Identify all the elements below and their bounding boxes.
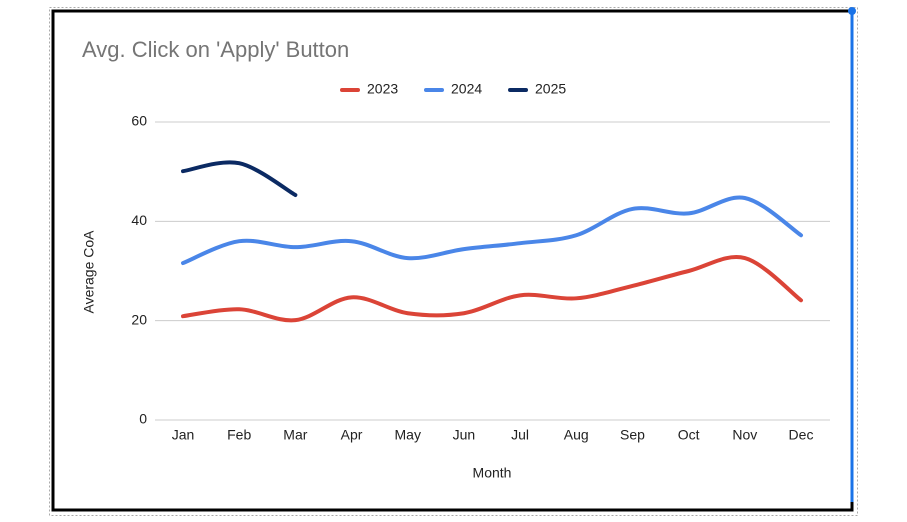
legend-label: 2024 <box>451 81 482 97</box>
x-tick-label: Apr <box>341 427 363 443</box>
legend-label: 2023 <box>367 81 398 97</box>
x-tick-label: Jan <box>172 427 195 443</box>
series-line <box>181 160 298 198</box>
x-tick-label: Feb <box>227 427 251 443</box>
y-tick-label: 60 <box>131 113 147 129</box>
y-tick-label: 0 <box>139 411 147 427</box>
legend-label: 2025 <box>535 81 566 97</box>
y-tick-label: 20 <box>131 311 147 327</box>
x-tick-label: Aug <box>564 427 589 443</box>
y-tick-label: 40 <box>131 212 147 228</box>
x-tick-label: Nov <box>732 427 757 443</box>
x-tick-label: Mar <box>283 427 307 443</box>
x-axis-label: Month <box>473 465 512 481</box>
resize-handle[interactable] <box>848 7 856 15</box>
x-tick-label: Sep <box>620 427 645 443</box>
series-line <box>181 195 803 266</box>
x-tick-label: May <box>395 427 421 443</box>
series-line <box>181 255 803 323</box>
y-axis-label: Average CoA <box>81 230 97 314</box>
x-tick-label: Oct <box>678 427 700 443</box>
x-tick-label: Jul <box>511 427 529 443</box>
selection-outline <box>49 7 858 516</box>
chart-title: Avg. Click on 'Apply' Button <box>82 37 349 62</box>
x-tick-label: Jun <box>453 427 476 443</box>
x-tick-label: Dec <box>789 427 814 443</box>
